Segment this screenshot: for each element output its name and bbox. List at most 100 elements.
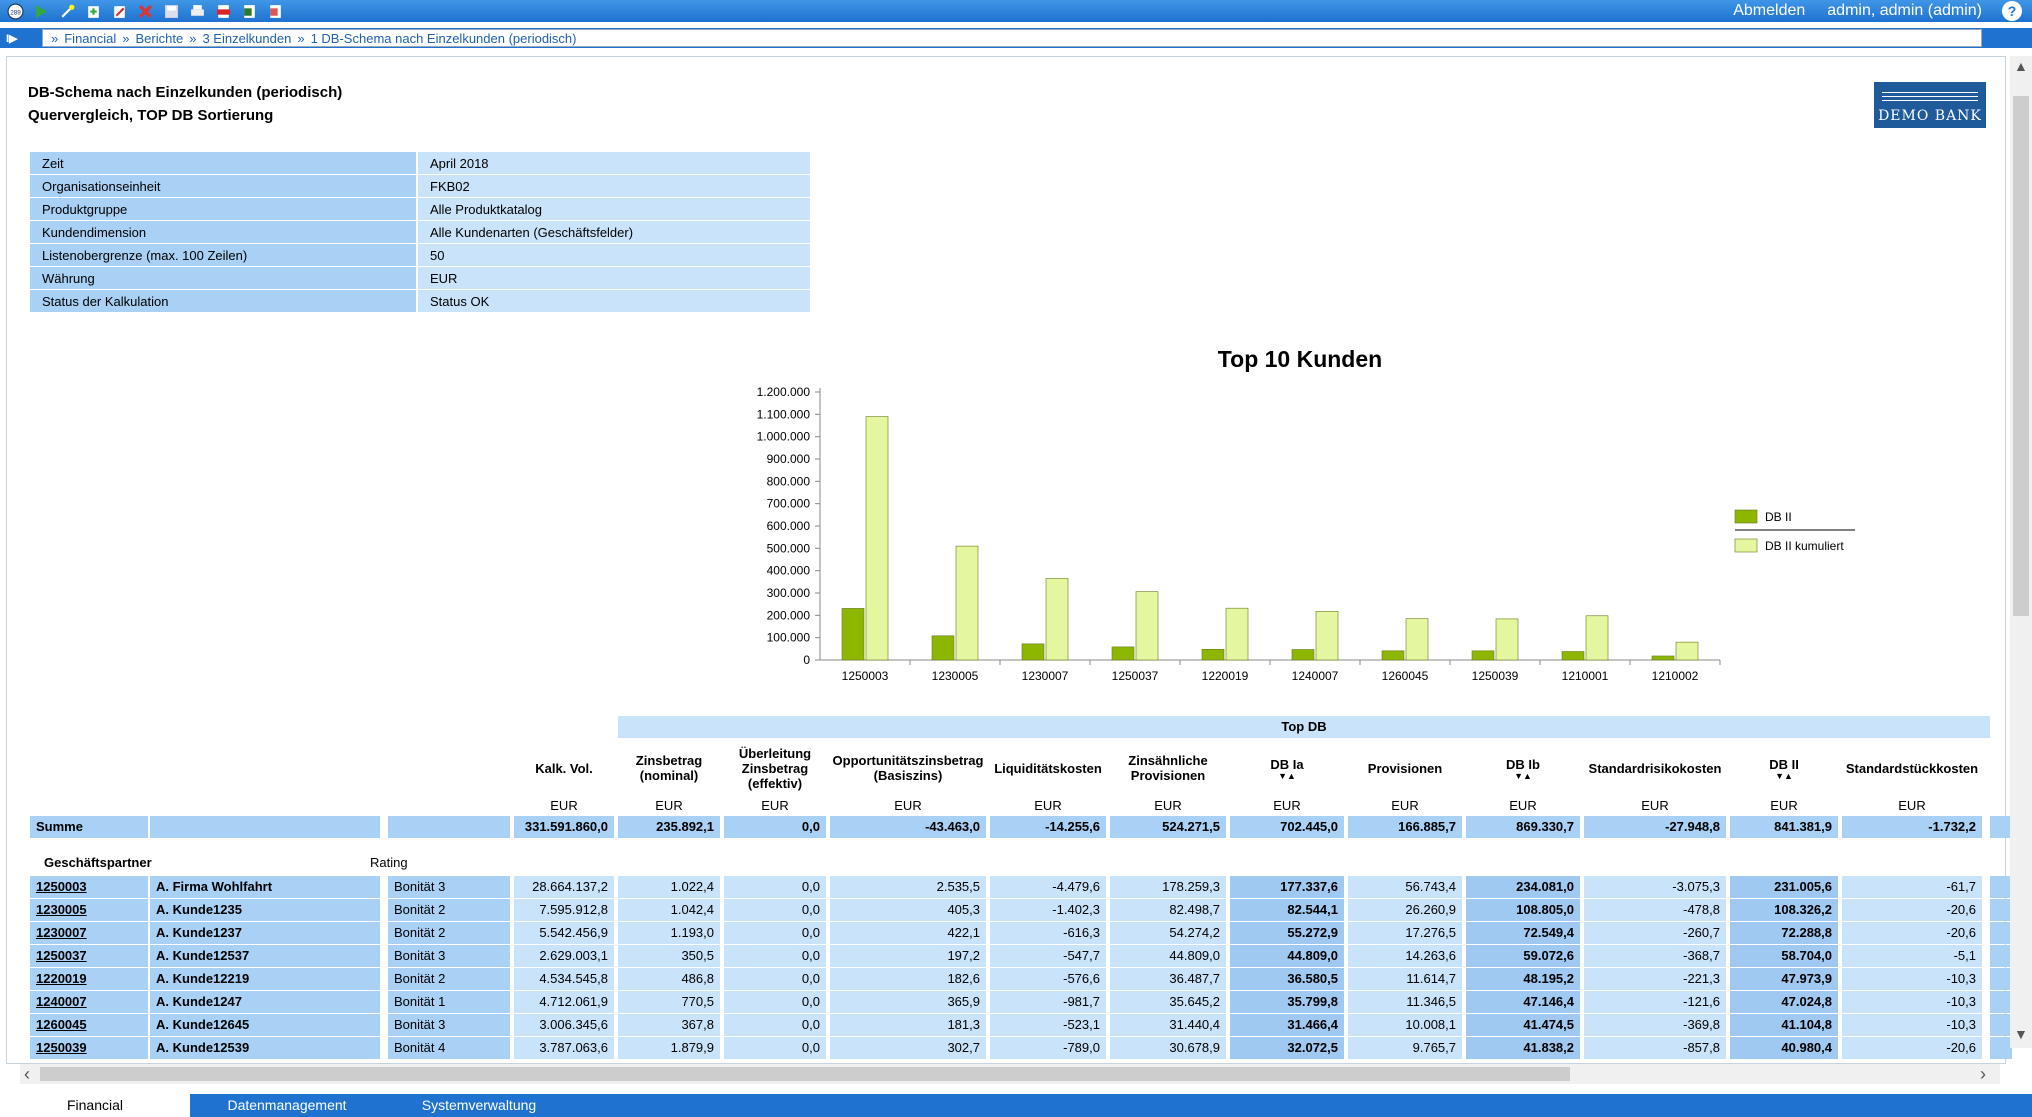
column-unit: EUR bbox=[894, 798, 922, 813]
print-icon[interactable] bbox=[186, 1, 208, 21]
partner-id-link[interactable]: 1250039 bbox=[30, 1037, 148, 1059]
vertical-scrollbar[interactable]: ▲ ▼ bbox=[2010, 56, 2032, 1048]
import-icon[interactable] bbox=[82, 1, 104, 21]
table-cell: 44.809,0 bbox=[1230, 945, 1344, 967]
summe-value: 166.885,7 bbox=[1348, 816, 1462, 838]
table-cell: 231.005,6 bbox=[1730, 876, 1838, 898]
sort-icon[interactable]: ▼▲ bbox=[1775, 770, 1793, 781]
y-tick-label: 1.000.000 bbox=[757, 430, 811, 444]
delete-icon[interactable] bbox=[134, 1, 156, 21]
table-cell: 178.259,3 bbox=[1110, 876, 1226, 898]
column-header[interactable]: Überleitung Zinsbetrag (effektiv) bbox=[724, 744, 826, 792]
breadcrumb-item[interactable]: Berichte bbox=[135, 30, 184, 46]
column-header-label: Liquiditätskosten bbox=[994, 760, 1102, 776]
tab-financial[interactable]: Financial bbox=[0, 1094, 190, 1117]
param-row: Status der Kalkulation Status OK bbox=[30, 290, 810, 313]
breadcrumb-item[interactable]: 3 Einzelkunden bbox=[202, 30, 292, 46]
table-cell: 1.193,0 bbox=[618, 922, 720, 944]
scroll-down-icon[interactable]: ▼ bbox=[2014, 1026, 2028, 1042]
column-header[interactable]: Standardrisikokosten bbox=[1584, 744, 1726, 792]
table-cell: -260,7 bbox=[1584, 922, 1726, 944]
logout-link[interactable]: Abmelden bbox=[1733, 2, 1806, 19]
table-cell: 197,2 bbox=[830, 945, 986, 967]
partner-id-link[interactable]: 1240007 bbox=[30, 991, 148, 1013]
column-header[interactable]: Zinsähnliche Provisionen bbox=[1110, 744, 1226, 792]
column-header[interactable]: DB Ia ▼▲ bbox=[1230, 744, 1344, 792]
summe-value: 524.271,5 bbox=[1110, 816, 1226, 838]
table-cell: -10,3 bbox=[1842, 991, 1982, 1013]
y-tick-label: 700.000 bbox=[767, 497, 811, 511]
edit-icon[interactable] bbox=[108, 1, 130, 21]
sort-icon[interactable]: ▼▲ bbox=[1278, 770, 1296, 781]
tab-systemverwaltung[interactable]: Systemverwaltung bbox=[421, 1097, 537, 1113]
param-value: Alle Produktkatalog bbox=[416, 198, 810, 221]
scroll-left-icon[interactable]: ‹ bbox=[24, 1064, 30, 1084]
bar bbox=[931, 635, 955, 661]
param-key: Listenobergrenze (max. 100 Zeilen) bbox=[30, 244, 416, 267]
breadcrumb-item[interactable]: Financial bbox=[64, 30, 117, 46]
param-value: Status OK bbox=[416, 290, 810, 313]
bar bbox=[1291, 649, 1315, 661]
partner-id-link[interactable]: 1230005 bbox=[30, 899, 148, 921]
table-cell: -523,1 bbox=[990, 1014, 1106, 1036]
export-icon[interactable] bbox=[264, 1, 286, 21]
column-header[interactable]: Zinsbetrag (nominal) bbox=[618, 744, 720, 792]
x-tick-label: 1210002 bbox=[1652, 669, 1699, 683]
legend-swatch bbox=[1734, 509, 1758, 524]
chart-title: Top 10 Kunden bbox=[1217, 346, 1383, 372]
home-icon[interactable]: 289 bbox=[4, 1, 26, 21]
column-header[interactable]: Provisionen bbox=[1348, 744, 1462, 792]
breadcrumb-item[interactable]: 1 DB-Schema nach Einzelkunden (periodisc… bbox=[310, 30, 577, 46]
summe-value: -1.732,2 bbox=[1842, 816, 1982, 838]
main-toolbar: 289 Abmelden admin, admin (admin) ? bbox=[0, 0, 2032, 22]
column-header[interactable]: Liquiditätskosten bbox=[990, 744, 1106, 792]
column-header[interactable]: DB II ▼▲ bbox=[1730, 744, 1838, 792]
tab-datenmanagement[interactable]: Datenmanagement bbox=[227, 1097, 347, 1113]
sort-icon[interactable]: ▼▲ bbox=[1514, 770, 1532, 781]
column-header-label: DB II bbox=[1769, 756, 1799, 772]
table-cell: -981,7 bbox=[990, 991, 1106, 1013]
table-cell: -4.479,6 bbox=[990, 876, 1106, 898]
rating: Bonität 4 bbox=[388, 1037, 510, 1059]
breadcrumb-bar: I▶ » Financial » Berichte » 3 Einzelkund… bbox=[0, 28, 2032, 48]
column-header[interactable]: Kalk. Vol. bbox=[514, 744, 614, 792]
bar bbox=[1225, 607, 1249, 661]
bar bbox=[1561, 651, 1585, 661]
parameter-table: Zeit April 2018 Organisationseinheit FKB02 P… bbox=[30, 152, 810, 313]
table-cell: 32.072,5 bbox=[1230, 1037, 1344, 1059]
excel-icon[interactable] bbox=[238, 1, 260, 21]
table-cell: -10,3 bbox=[1842, 1014, 1982, 1036]
report-title: DB-Schema nach Einzelkunden (periodisch) bbox=[28, 84, 343, 101]
collapse-toggle-icon[interactable]: I▶ bbox=[6, 33, 18, 45]
column-header-label: Opportunitätszinsbetrag (Basiszins) bbox=[832, 753, 984, 783]
scroll-thumb[interactable] bbox=[40, 1067, 1570, 1081]
pdf-icon[interactable] bbox=[212, 1, 234, 21]
scroll-right-icon[interactable]: › bbox=[1980, 1064, 1986, 1084]
partner-id-link[interactable]: 1260045 bbox=[30, 1014, 148, 1036]
param-key: Status der Kalkulation bbox=[30, 290, 416, 313]
scroll-up-icon[interactable]: ▲ bbox=[2014, 58, 2028, 74]
green-arrow-icon[interactable] bbox=[30, 1, 52, 21]
horizontal-scrollbar[interactable]: ‹ › bbox=[20, 1064, 2000, 1084]
y-tick-label: 1.100.000 bbox=[757, 407, 811, 421]
param-value: 50 bbox=[416, 244, 810, 267]
partner-id-link[interactable]: 1250003 bbox=[30, 876, 148, 898]
help-icon[interactable]: ? bbox=[2002, 1, 2022, 21]
table-cell: -121,6 bbox=[1584, 991, 1726, 1013]
column-header[interactable]: Opportunitätszinsbetrag (Basiszins) bbox=[830, 744, 986, 792]
table-cell: 0,0 bbox=[724, 968, 826, 990]
bar bbox=[1021, 643, 1045, 661]
partner-id-link[interactable]: 1220019 bbox=[30, 968, 148, 990]
save-icon[interactable] bbox=[160, 1, 182, 21]
column-unit: EUR bbox=[761, 798, 789, 813]
partner-id-link[interactable]: 1250037 bbox=[30, 945, 148, 967]
partner-name: A. Kunde12219 bbox=[150, 968, 380, 990]
column-header[interactable]: DB Ib ▼▲ bbox=[1466, 744, 1580, 792]
scroll-thumb[interactable] bbox=[2013, 96, 2029, 616]
summe-value: -14.255,6 bbox=[990, 816, 1106, 838]
magic-wand-icon[interactable] bbox=[56, 1, 78, 21]
y-tick-label: 1.200.000 bbox=[757, 385, 811, 399]
partner-id-link[interactable]: 1230007 bbox=[30, 922, 148, 944]
x-tick-label: 1240007 bbox=[1292, 669, 1339, 683]
column-header[interactable]: Standardstückkosten bbox=[1842, 744, 1982, 792]
